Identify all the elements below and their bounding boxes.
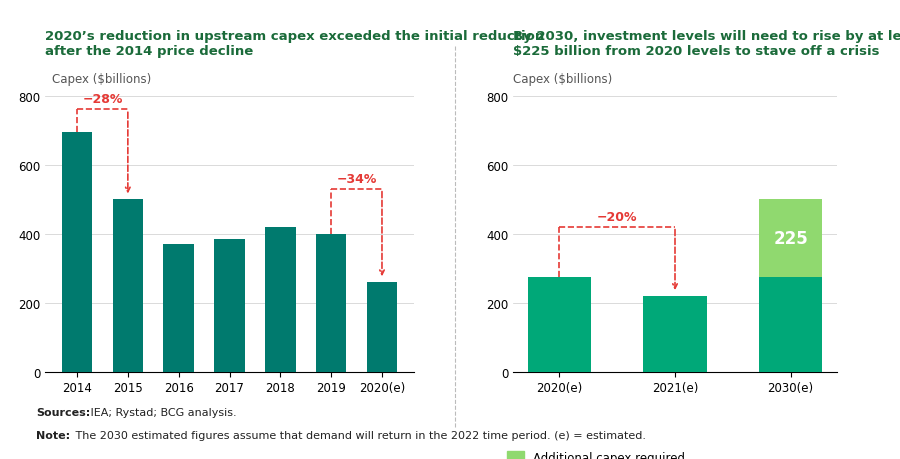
Bar [759,200,823,277]
Bar [316,234,346,372]
Text: Note:: Note: [36,431,70,440]
Text: 2020’s reduction in upstream capex exceeded the initial reduction
after the 2014: 2020’s reduction in upstream capex excee… [45,30,544,58]
Bar [164,244,194,372]
Text: Capex ($billions): Capex ($billions) [51,73,151,86]
Legend: Additional capex required, Current and expected capex: Additional capex required, Current and e… [503,446,706,459]
Text: −20%: −20% [597,210,637,223]
Bar [527,277,591,372]
Text: By 2030, investment levels will need to rise by at least
$225 billion from 2020 : By 2030, investment levels will need to … [513,30,900,58]
Text: −34%: −34% [337,172,377,185]
Text: The 2030 estimated figures assume that demand will return in the 2022 time perio: The 2030 estimated figures assume that d… [72,431,646,440]
Bar [266,227,295,372]
Bar [214,239,245,372]
Bar [366,282,397,372]
Text: −28%: −28% [82,93,122,106]
Bar [62,133,93,372]
Text: Capex ($billions): Capex ($billions) [513,73,613,86]
Text: IEA; Rystad; BCG analysis.: IEA; Rystad; BCG analysis. [87,408,237,417]
Bar [112,200,143,372]
Bar [759,277,823,372]
Text: 225: 225 [773,230,808,247]
Bar [644,296,706,372]
Text: Sources:: Sources: [36,408,90,417]
